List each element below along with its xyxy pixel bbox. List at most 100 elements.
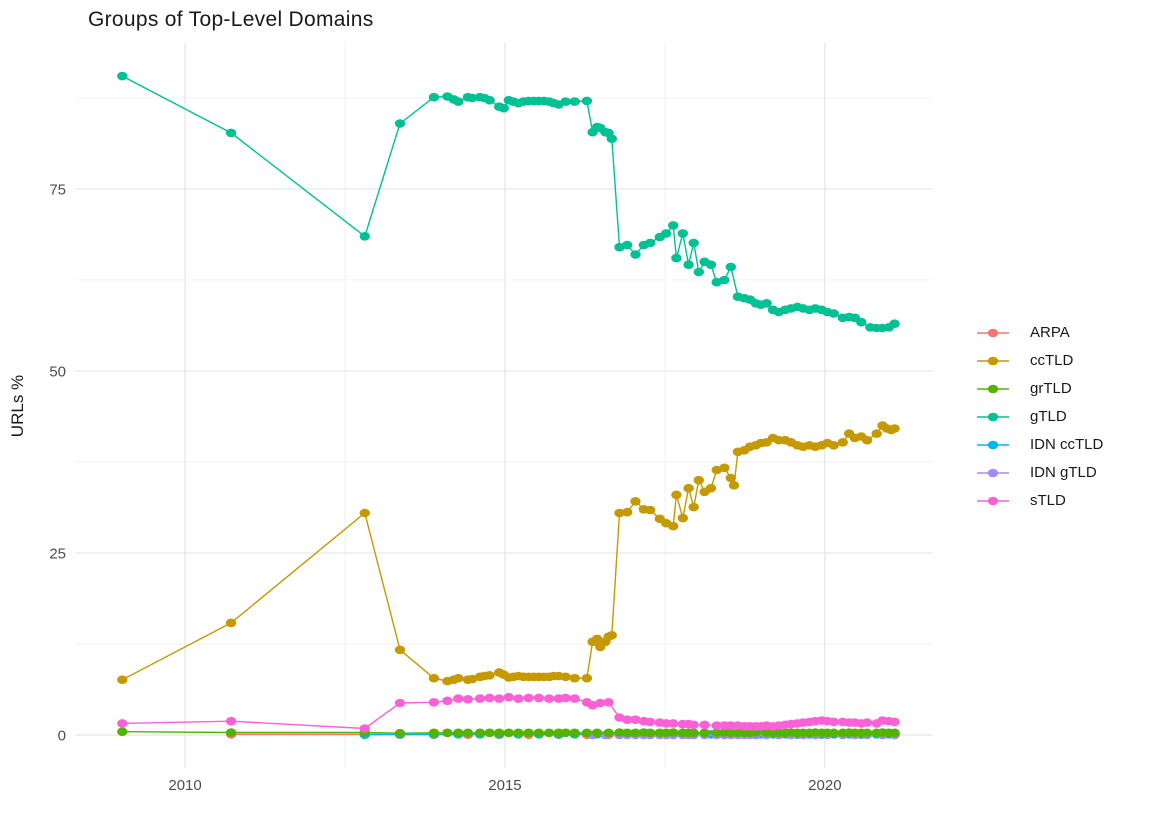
data-point bbox=[462, 695, 474, 704]
legend-key-icon bbox=[977, 384, 1009, 393]
data-point bbox=[560, 728, 571, 738]
data-point bbox=[484, 671, 495, 680]
legend-key-dot bbox=[987, 412, 999, 421]
data-point bbox=[705, 483, 717, 493]
data-point bbox=[683, 260, 694, 270]
data-point bbox=[117, 675, 128, 684]
data-point bbox=[622, 507, 633, 517]
data-point bbox=[484, 95, 495, 105]
data-point bbox=[503, 728, 514, 738]
data-point bbox=[861, 435, 873, 445]
data-point bbox=[428, 698, 440, 707]
series-stld bbox=[117, 692, 900, 733]
data-point bbox=[428, 92, 440, 102]
data-point bbox=[494, 694, 505, 703]
legend-key-icon bbox=[977, 328, 1009, 337]
data-point bbox=[533, 728, 545, 738]
legend-label: grTLD bbox=[1030, 380, 1072, 397]
legend-key-icon bbox=[977, 440, 1009, 449]
data-point bbox=[453, 673, 464, 683]
data-point bbox=[359, 508, 370, 518]
data-point bbox=[828, 309, 839, 318]
data-point bbox=[688, 502, 699, 512]
data-point bbox=[513, 694, 524, 703]
legend-item-idn-gtld: IDN gTLD bbox=[976, 463, 1103, 482]
data-point bbox=[595, 698, 606, 708]
data-point bbox=[699, 728, 710, 738]
data-point bbox=[828, 717, 839, 727]
data-point bbox=[693, 267, 704, 277]
data-point bbox=[645, 728, 656, 738]
data-point bbox=[494, 728, 505, 738]
data-point bbox=[474, 694, 486, 703]
data-point bbox=[668, 719, 679, 728]
data-point bbox=[688, 720, 699, 730]
data-point bbox=[837, 438, 848, 447]
y-tick-label: 0 bbox=[58, 728, 66, 745]
series-cctld bbox=[117, 421, 900, 686]
data-point bbox=[889, 424, 900, 433]
data-point bbox=[711, 721, 722, 730]
data-point bbox=[856, 317, 867, 327]
data-point bbox=[622, 715, 633, 724]
legend-label: gTLD bbox=[1030, 408, 1067, 425]
data-point bbox=[225, 716, 237, 726]
data-point bbox=[581, 728, 593, 738]
data-point bbox=[889, 319, 900, 329]
legend-item-cctld: ccTLD bbox=[976, 351, 1103, 370]
data-point bbox=[614, 508, 625, 518]
data-point bbox=[394, 645, 406, 655]
legend-label: sTLD bbox=[1030, 492, 1066, 509]
legend-key-icon bbox=[977, 412, 1009, 421]
data-point bbox=[645, 238, 656, 248]
data-point bbox=[484, 693, 495, 703]
y-tick-label: 75 bbox=[49, 181, 66, 198]
data-point bbox=[225, 128, 237, 138]
legend-key-icon bbox=[977, 468, 1009, 477]
series-grtld bbox=[117, 727, 900, 738]
data-point bbox=[560, 97, 571, 106]
data-point bbox=[606, 134, 617, 143]
data-point bbox=[394, 698, 406, 708]
data-point bbox=[428, 673, 440, 683]
data-point bbox=[569, 673, 580, 683]
data-point bbox=[828, 441, 839, 450]
chart-title: Groups of Top-Level Domains bbox=[88, 8, 374, 31]
data-point bbox=[543, 728, 555, 738]
y-tick-label: 25 bbox=[49, 546, 66, 563]
data-point bbox=[513, 728, 524, 738]
data-point bbox=[828, 728, 839, 738]
data-point bbox=[533, 693, 545, 703]
legend-key-dot bbox=[987, 356, 999, 365]
data-point bbox=[630, 715, 641, 724]
data-point bbox=[225, 728, 237, 737]
legend-label: ccTLD bbox=[1030, 352, 1074, 369]
legend-key-dot bbox=[987, 440, 999, 449]
data-point bbox=[581, 96, 593, 106]
legend-label: ARPA bbox=[1030, 324, 1070, 341]
data-point bbox=[498, 103, 509, 113]
legend-item-arpa: ARPA bbox=[976, 323, 1103, 342]
legend-key-dot bbox=[987, 384, 999, 393]
data-point bbox=[359, 232, 370, 241]
data-point bbox=[725, 262, 736, 272]
data-point bbox=[442, 696, 453, 706]
data-point bbox=[645, 505, 656, 515]
data-point bbox=[543, 694, 555, 703]
data-point bbox=[117, 71, 128, 81]
data-point bbox=[117, 727, 128, 736]
data-point bbox=[728, 481, 740, 490]
data-point bbox=[484, 728, 495, 738]
data-point bbox=[671, 490, 682, 500]
data-point bbox=[861, 728, 873, 738]
data-point bbox=[453, 694, 464, 703]
data-point bbox=[622, 240, 633, 250]
data-point bbox=[394, 728, 406, 738]
data-point bbox=[453, 97, 464, 106]
series-gtld bbox=[117, 71, 900, 333]
data-point bbox=[622, 728, 633, 738]
data-point bbox=[560, 672, 571, 682]
data-point bbox=[474, 728, 486, 738]
data-point bbox=[359, 724, 370, 733]
